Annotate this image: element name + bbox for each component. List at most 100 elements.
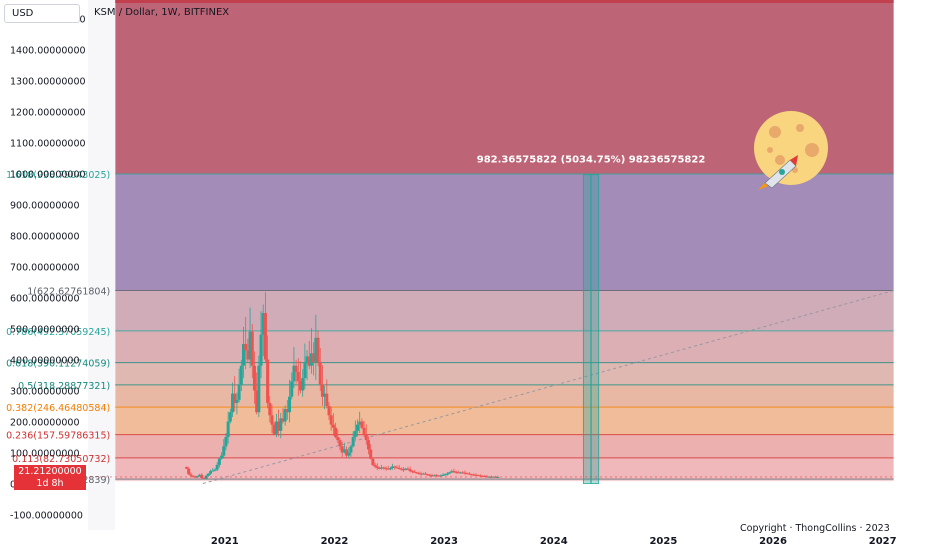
candle-body <box>237 384 241 400</box>
candle-body <box>294 365 298 372</box>
moon-crater <box>796 124 804 132</box>
candle-body <box>220 455 224 459</box>
fib-band <box>115 384 894 408</box>
candle-body <box>459 472 463 474</box>
candle-body <box>377 468 381 470</box>
candle-body <box>419 473 423 475</box>
candle-body <box>198 474 202 477</box>
candle-body <box>241 344 245 366</box>
candle-body <box>443 474 447 476</box>
candle-body <box>434 475 438 477</box>
moon-crater <box>769 126 781 138</box>
moon-crater <box>767 147 773 153</box>
left-pane <box>0 0 116 530</box>
candle-body <box>463 472 467 474</box>
candle-body <box>356 424 360 431</box>
candle-body <box>402 469 406 471</box>
candle-body <box>195 476 199 478</box>
fib-label: 0.236(157.59786315) <box>6 431 110 442</box>
candle-body <box>404 468 408 470</box>
y-tick-label: 200.00000000 <box>10 418 80 429</box>
rocket-flame <box>758 183 768 190</box>
fib-top-edge <box>115 0 894 3</box>
candle-body <box>184 467 188 469</box>
candle-body <box>246 350 250 360</box>
left-shade <box>88 0 116 530</box>
candle-body <box>430 475 434 477</box>
y-tick-label: 900.00000000 <box>10 201 80 212</box>
candle-body <box>244 344 248 351</box>
candle-body <box>445 473 449 475</box>
candle-body <box>277 421 281 431</box>
candle-body <box>318 362 322 385</box>
candle-body <box>281 418 285 422</box>
candle-body <box>215 464 219 470</box>
fib-label: 0.618(390.11274059) <box>6 359 110 370</box>
currency-button[interactable]: USD <box>4 4 80 23</box>
y-tick-label: 800.00000000 <box>10 232 80 243</box>
candle-body <box>292 365 296 382</box>
candle-body <box>307 356 311 366</box>
candle-body <box>382 467 386 469</box>
fib-label: 0.113(82.73050732) <box>12 454 110 465</box>
candle-body <box>483 476 487 478</box>
candle-body <box>369 449 373 459</box>
fib-label: 1.618(998.79043025) <box>6 170 110 181</box>
candle-body <box>397 468 401 470</box>
candle-body <box>437 475 441 477</box>
candle-body <box>239 365 243 385</box>
candle-body <box>388 468 392 470</box>
candle-body <box>334 427 338 438</box>
candle-body <box>266 359 270 403</box>
candle-body <box>316 337 320 363</box>
candle-body <box>206 473 210 476</box>
candle-body <box>248 331 252 360</box>
measure-label: 982.36575822 (5034.75%) 98236575822 <box>477 155 706 166</box>
y-tick-label: 1300.00000000 <box>10 77 86 88</box>
candle-body <box>202 477 206 479</box>
candle-body <box>329 415 333 425</box>
candle-body <box>303 362 307 379</box>
candle-body <box>301 378 305 391</box>
candle-body <box>441 474 445 476</box>
candle-body <box>408 469 412 472</box>
current-price-value: 21.21200000 <box>18 466 82 477</box>
x-tick-label: 2021 <box>211 536 239 547</box>
candle-body <box>371 458 375 465</box>
y-tick-label: 700.00000000 <box>10 263 80 274</box>
candle-body <box>252 365 256 391</box>
candle-body <box>340 446 344 453</box>
candle-body <box>395 467 399 469</box>
candle-body <box>391 466 395 469</box>
y-tick-label: 1200.00000000 <box>10 108 86 119</box>
y-tick-label: 400.00000000 <box>10 356 80 367</box>
candle-body <box>450 471 454 473</box>
current-price-tag: 21.21200000 1d 8h <box>14 465 86 490</box>
fib-band-base <box>115 479 894 482</box>
candle-body <box>410 471 414 473</box>
candle-body <box>467 473 471 475</box>
candle-body <box>465 473 469 475</box>
candle-body <box>233 393 237 403</box>
candle-body <box>279 418 283 431</box>
fib-label: 1(622.62761804) <box>27 287 110 298</box>
moon-crater <box>805 143 819 157</box>
rocket-nose <box>790 155 798 166</box>
x-tick-label: 2023 <box>430 536 458 547</box>
candle-body <box>290 381 294 397</box>
candle-body <box>380 467 384 469</box>
candle-body <box>226 421 230 438</box>
candle-body <box>314 337 318 363</box>
y-tick-label: 500.00000000 <box>10 325 80 336</box>
candle-body <box>257 365 261 413</box>
candle-body <box>423 473 427 475</box>
y-tick-label: -100.00000000 <box>10 511 83 522</box>
bar-countdown: 1d 8h <box>36 478 64 489</box>
candle-body <box>259 334 263 366</box>
currency-label: USD <box>12 8 34 19</box>
candle-body <box>472 474 476 476</box>
y-tick-label: 300.00000000 <box>10 387 80 398</box>
candle-body <box>323 393 327 397</box>
candle-body <box>366 440 370 450</box>
